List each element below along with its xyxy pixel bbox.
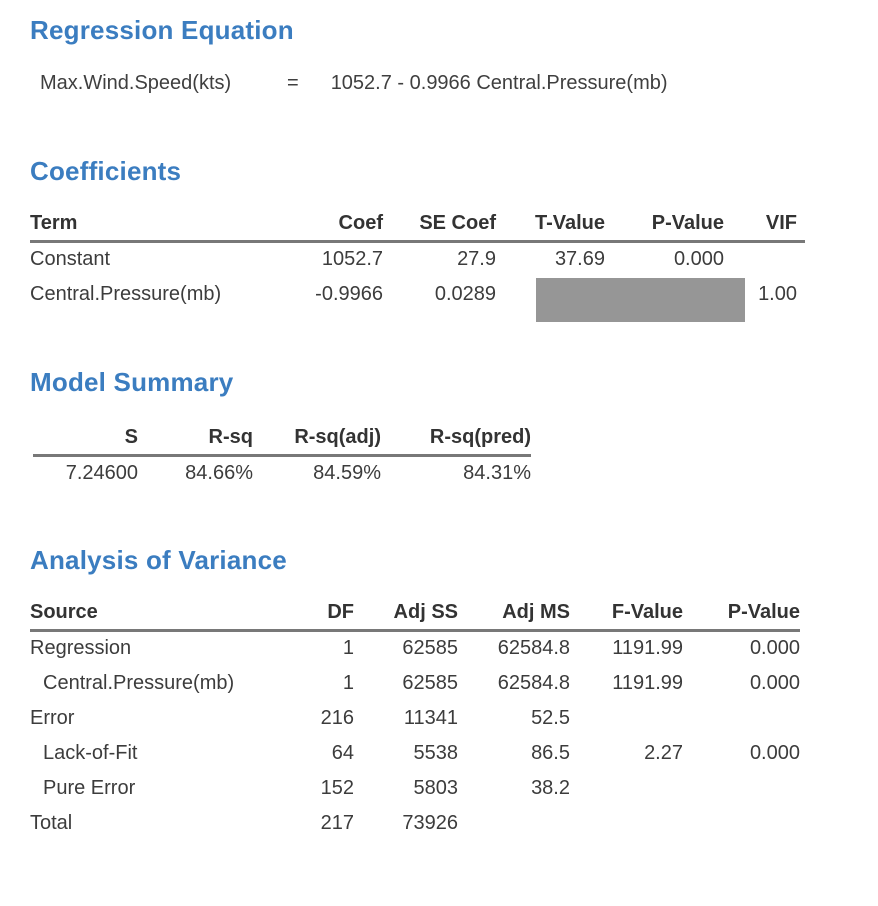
table-row-error: Error 216 11341 52.5 xyxy=(30,701,800,736)
table-row-central-pressure: Central.Pressure(mb) -0.9966 0.0289 1.00 xyxy=(30,277,805,312)
adj-ms-cell: 86.5 xyxy=(531,741,570,764)
adj-ss-cell: 62585 xyxy=(402,637,458,660)
anova-section: Analysis of Variance Source DF Adj SS Ad… xyxy=(30,544,858,841)
df-cell: 216 xyxy=(320,706,354,729)
source-cell: Lack-of-Fit xyxy=(43,741,138,764)
vif-cell: 1.00 xyxy=(758,282,797,305)
vif-cell xyxy=(724,242,805,277)
table-row-pure-error: Pure Error 152 5803 38.2 xyxy=(30,771,800,806)
coef-cell: 1052.7 xyxy=(321,248,383,271)
column-header-s: S xyxy=(33,425,138,457)
column-header-coef: Coef xyxy=(283,212,383,243)
equation-lhs: Max.Wind.Speed(kts) xyxy=(40,72,232,94)
model-summary-heading: Model Summary xyxy=(30,366,234,397)
column-header-adj-ms: Adj MS xyxy=(458,601,570,632)
column-header-source: Source xyxy=(30,601,280,632)
model-summary-header-row: S R-sq R-sq(adj) R-sq(pred) xyxy=(33,425,531,457)
p-value-cell xyxy=(683,806,800,841)
equation-rhs: 1052.7 - 0.9966 Central.Pressure(mb) xyxy=(330,72,668,94)
df-cell: 217 xyxy=(320,811,354,834)
column-header-p-value: P-Value xyxy=(605,212,724,243)
p-value-cell xyxy=(683,701,800,736)
anova-heading: Analysis of Variance xyxy=(30,545,287,575)
f-value-cell: 1191.99 xyxy=(612,671,683,694)
p-value-cell: 0.000 xyxy=(673,248,724,271)
source-cell: Pure Error xyxy=(43,776,136,799)
regression-equation: Max.Wind.Speed(kts) = 1052.7 - 0.9966 Ce… xyxy=(40,72,858,95)
se-coef-cell: 27.9 xyxy=(457,248,496,271)
column-header-r-sq: R-sq xyxy=(138,425,253,457)
adj-ss-cell: 73926 xyxy=(402,811,458,834)
column-header-r-sq-adj: R-sq(adj) xyxy=(253,425,381,457)
coefficients-section: Coefficients Term Coef SE Coef T-Value P… xyxy=(30,155,858,322)
table-row-regression: Regression 1 62585 62584.8 1191.99 0.000 xyxy=(30,631,800,666)
f-value-cell: 1191.99 xyxy=(612,637,683,660)
f-value-cell xyxy=(570,771,683,806)
p-value-cell: 0.000 xyxy=(749,671,800,694)
column-header-vif: VIF xyxy=(724,212,805,243)
column-header-se-coef: SE Coef xyxy=(383,212,496,243)
redaction-box xyxy=(536,278,745,322)
term-cell: Central.Pressure(mb) xyxy=(30,282,222,305)
f-value-cell xyxy=(570,701,683,736)
p-value-cell: 0.000 xyxy=(749,637,800,660)
source-cell: Error xyxy=(30,706,75,729)
r-sq-cell: 84.66% xyxy=(185,461,253,484)
column-header-p-value: P-Value xyxy=(683,601,800,632)
column-header-r-sq-pred: R-sq(pred) xyxy=(381,425,531,457)
df-cell: 1 xyxy=(342,637,354,660)
source-cell: Total xyxy=(30,811,73,834)
adj-ss-cell: 5803 xyxy=(413,776,459,799)
column-header-t-value: T-Value xyxy=(496,212,605,243)
df-cell: 152 xyxy=(320,776,354,799)
adj-ms-cell: 62584.8 xyxy=(497,671,570,694)
adj-ms-cell xyxy=(458,806,570,841)
adj-ss-cell: 5538 xyxy=(413,741,459,764)
term-cell: Constant xyxy=(30,248,111,271)
adj-ms-cell: 38.2 xyxy=(531,776,570,799)
adj-ms-cell: 62584.8 xyxy=(497,637,570,660)
column-header-adj-ss: Adj SS xyxy=(354,601,458,632)
adj-ss-cell: 11341 xyxy=(403,706,458,729)
r-sq-pred-cell: 84.31% xyxy=(463,461,531,484)
table-row-total: Total 217 73926 xyxy=(30,806,800,841)
f-value-cell xyxy=(570,806,683,841)
source-cell: Central.Pressure(mb) xyxy=(43,671,235,694)
regression-output-pane: Regression Equation Max.Wind.Speed(kts) … xyxy=(30,14,858,841)
f-value-cell: 2.27 xyxy=(644,741,683,764)
model-summary-table-wrap: S R-sq R-sq(adj) R-sq(pred) 7.24600 84.6… xyxy=(30,425,531,491)
regression-equation-heading: Regression Equation xyxy=(30,15,294,45)
adj-ms-cell: 52.5 xyxy=(531,706,570,729)
table-row-constant: Constant 1052.7 27.9 37.69 0.000 xyxy=(30,242,805,277)
anova-header-row: Source DF Adj SS Adj MS F-Value P-Value xyxy=(30,601,800,632)
df-cell: 1 xyxy=(342,671,354,694)
table-row-central-pressure: Central.Pressure(mb) 1 62585 62584.8 119… xyxy=(30,666,800,701)
regression-equation-section: Regression Equation Max.Wind.Speed(kts) … xyxy=(30,14,858,95)
t-value-cell: 37.69 xyxy=(554,248,605,271)
column-header-df: DF xyxy=(280,601,354,632)
anova-table: Source DF Adj SS Adj MS F-Value P-Value … xyxy=(30,601,800,841)
adj-ss-cell: 62585 xyxy=(402,671,458,694)
p-value-cell: 0.000 xyxy=(749,741,800,764)
coef-cell: -0.9966 xyxy=(315,282,383,305)
p-value-cell xyxy=(683,771,800,806)
column-header-term: Term xyxy=(30,212,283,243)
coefficients-header-row: Term Coef SE Coef T-Value P-Value VIF xyxy=(30,212,805,243)
coefficients-table: Term Coef SE Coef T-Value P-Value VIF Co… xyxy=(30,212,805,312)
table-row-lack-of-fit: Lack-of-Fit 64 5538 86.5 2.27 0.000 xyxy=(30,736,800,771)
r-sq-adj-cell: 84.59% xyxy=(313,461,381,484)
coefficients-heading: Coefficients xyxy=(30,156,182,186)
model-summary-section: Model Summary S R-sq R-sq(adj) R-sq(pred… xyxy=(30,366,858,491)
coefficients-table-wrap: Term Coef SE Coef T-Value P-Value VIF Co… xyxy=(30,212,805,322)
s-cell: 7.24600 xyxy=(65,461,138,484)
source-cell: Regression xyxy=(30,637,132,660)
model-summary-table: S R-sq R-sq(adj) R-sq(pred) 7.24600 84.6… xyxy=(33,425,531,491)
df-cell: 64 xyxy=(331,741,354,764)
model-summary-value-row: 7.24600 84.66% 84.59% 84.31% xyxy=(33,455,531,490)
column-header-f-value: F-Value xyxy=(570,601,683,632)
anova-table-wrap: Source DF Adj SS Adj MS F-Value P-Value … xyxy=(30,601,800,841)
equation-equals-sign: = xyxy=(287,72,299,94)
se-coef-cell: 0.0289 xyxy=(434,282,496,305)
